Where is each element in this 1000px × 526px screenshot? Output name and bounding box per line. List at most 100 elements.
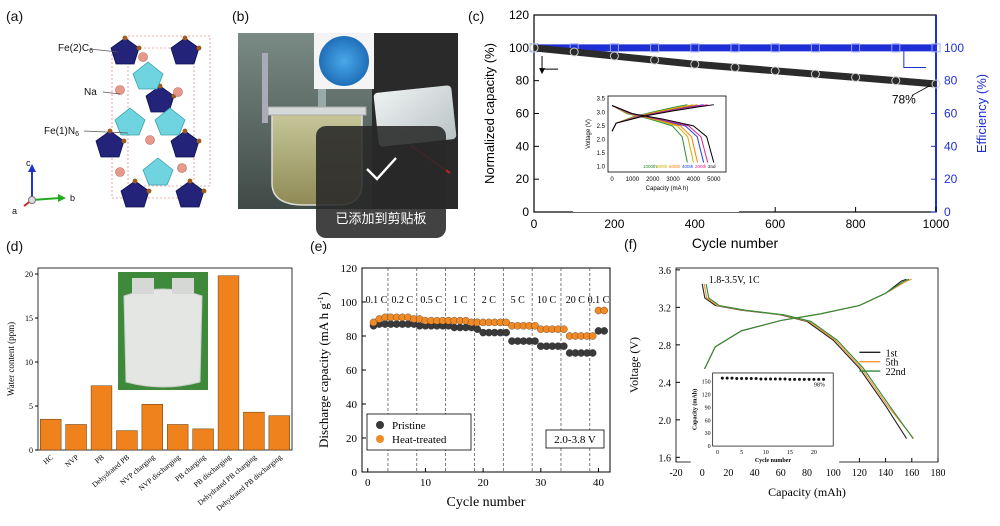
inset-point bbox=[778, 377, 782, 381]
inset-legend-label: 400th bbox=[682, 164, 694, 169]
inset-discharge-curve bbox=[611, 105, 715, 163]
rate-label: 0.5 C bbox=[420, 295, 442, 306]
y-tick-label: 80 bbox=[516, 74, 530, 88]
inset-legend-label: 2nd bbox=[708, 164, 716, 169]
carbon-atom bbox=[182, 128, 188, 134]
legend-marker bbox=[376, 421, 384, 429]
carbon-atom bbox=[196, 45, 202, 51]
y2-tick-label: 100 bbox=[944, 41, 964, 55]
bar bbox=[116, 430, 138, 451]
inset-x-tick-label: 3000 bbox=[666, 177, 680, 183]
toast-message: 已添加到剪贴板 bbox=[335, 212, 427, 227]
y-tick-label: 60 bbox=[516, 107, 530, 121]
inset-x-tick-label: 2000 bbox=[646, 177, 660, 183]
legend-label: Pristine bbox=[392, 420, 426, 432]
inset-point bbox=[793, 377, 797, 381]
inset-legend-label: 1000th bbox=[643, 164, 657, 169]
data-point bbox=[600, 327, 608, 335]
pouch-bag bbox=[123, 288, 203, 388]
data-point bbox=[531, 337, 539, 345]
legend-marker bbox=[376, 435, 384, 443]
category-label: PB bbox=[93, 453, 106, 466]
crystal-label-fe2c6: Fe(2)C6 bbox=[58, 43, 93, 55]
na-atom bbox=[138, 52, 148, 62]
panel-label-e: (e) bbox=[310, 238, 328, 254]
carbon-atom bbox=[107, 128, 113, 134]
inset-point bbox=[754, 377, 758, 381]
data-point bbox=[502, 328, 510, 337]
capacity-point bbox=[609, 51, 619, 61]
na-atom bbox=[145, 135, 155, 145]
x-tick-label: 10 bbox=[420, 477, 432, 489]
inset-x-tick-label: 0 bbox=[610, 177, 614, 183]
bar bbox=[243, 411, 265, 451]
fe1n6-octahedron bbox=[114, 107, 146, 136]
fe1n6-octahedron bbox=[142, 157, 174, 186]
charge-curve bbox=[701, 278, 910, 389]
data-point bbox=[560, 325, 568, 333]
fe2c6-octahedron bbox=[145, 85, 175, 113]
fe2c6-octahedron bbox=[120, 180, 150, 208]
y-tick-label: 80 bbox=[346, 331, 358, 343]
y2-tick-label: 80 bbox=[944, 74, 958, 88]
legend-box bbox=[366, 413, 472, 451]
inset-y-tick-label: 3.5 bbox=[597, 97, 606, 103]
panel-c: (c) 0 200 400 600 800 1000 0 20 40 60 80 100 120 0 20 4… bbox=[456, 0, 1000, 262]
inset-x-tick-label: 5 bbox=[740, 450, 743, 456]
inset-point bbox=[797, 377, 801, 381]
x-tick-label: 0 bbox=[531, 217, 538, 231]
inset-point bbox=[749, 377, 753, 381]
clipboard-toast: 已添加到剪贴板 bbox=[316, 126, 446, 238]
chart-voltage-profile: -20 0 20 40 60 80 100 120 140 160 1801.62.02.42.83… bbox=[627, 266, 946, 499]
y-tick-label: 3.2 bbox=[659, 303, 672, 314]
data-point bbox=[369, 318, 378, 327]
axis-triad-icon: c b a bbox=[12, 158, 75, 216]
x-axis-title: Cycle number bbox=[447, 495, 526, 510]
y-tick-label: 1.6 bbox=[659, 453, 672, 464]
inset-y-title: Voltage (V) bbox=[586, 119, 592, 149]
inset-background bbox=[690, 368, 840, 469]
inset-y-tick-label: 3.0 bbox=[597, 110, 606, 116]
x-tick-label: 400 bbox=[685, 217, 705, 231]
inset-y-tick-label: 150 bbox=[702, 380, 711, 386]
capacity-point bbox=[891, 76, 901, 86]
fe2c6-octahedron bbox=[175, 180, 205, 208]
y-axis-title: Normalized capacity (%) bbox=[482, 43, 497, 184]
carbon-atom bbox=[132, 178, 138, 184]
panel-d: (d) 0 5 10 15 20 Water content (ppm) HC NVP PB De… bbox=[0, 232, 300, 526]
y-tick-label: 2.0 bbox=[659, 416, 672, 427]
panel-f: (f) -20 0 20 40 60 80 100 120 140 160 180 1.6 2.0 2.4… bbox=[620, 232, 1000, 526]
y-tick-label: 100 bbox=[341, 297, 358, 309]
inset-point bbox=[817, 377, 821, 381]
series-heat-treated bbox=[369, 306, 608, 340]
data-point bbox=[588, 332, 597, 340]
carbon-atom bbox=[121, 138, 127, 144]
panel-a: (a) Fe(2)C6 Na Fe(1)N6 c b a bbox=[0, 0, 232, 230]
arrow-head bbox=[539, 68, 546, 75]
voltage-window-label: 2.0-3.8 V bbox=[554, 434, 596, 446]
inset-point bbox=[773, 377, 777, 381]
arrow-to-left-axis bbox=[541, 56, 559, 70]
legend-label: 1st bbox=[886, 348, 898, 359]
efficiency-point bbox=[690, 43, 700, 53]
inset-x-tick-label: 10 bbox=[763, 450, 769, 456]
y-tick-label: 60 bbox=[346, 365, 358, 377]
inset-charge-curve bbox=[611, 104, 714, 132]
panel-label-f: (f) bbox=[624, 236, 638, 252]
checkmark-icon bbox=[366, 157, 397, 181]
rate-label: 0.1 C bbox=[588, 295, 610, 306]
carbon-atom bbox=[182, 35, 188, 41]
capacity-point bbox=[931, 79, 941, 89]
data-point bbox=[600, 306, 608, 315]
na-atom bbox=[115, 167, 125, 177]
inset-point bbox=[720, 376, 724, 380]
efficiency-point bbox=[891, 43, 901, 53]
bar bbox=[192, 428, 214, 451]
rate-label: 20 C bbox=[566, 295, 586, 306]
x-tick-label: 20 bbox=[723, 468, 733, 479]
efficiency-point bbox=[650, 43, 660, 53]
inset-y-tick-label: 90 bbox=[705, 405, 711, 411]
capacity-point bbox=[730, 63, 740, 73]
annotation-78: 78% bbox=[892, 93, 916, 107]
x-tick-label: -20 bbox=[669, 468, 682, 479]
